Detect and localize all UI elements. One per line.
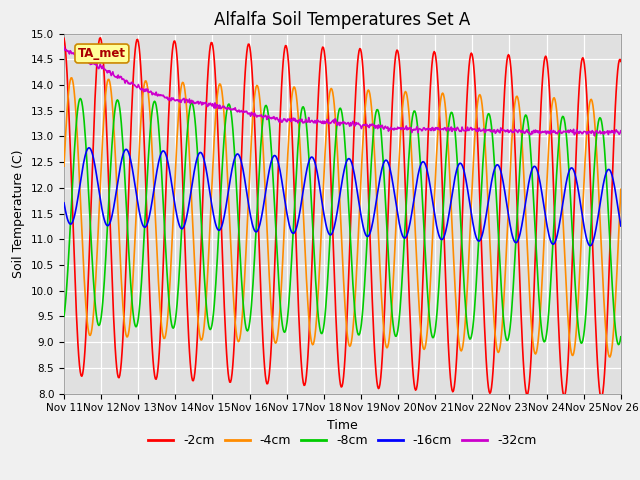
- Y-axis label: Soil Temperature (C): Soil Temperature (C): [12, 149, 26, 278]
- Legend: -2cm, -4cm, -8cm, -16cm, -32cm: -2cm, -4cm, -8cm, -16cm, -32cm: [143, 429, 541, 452]
- Title: Alfalfa Soil Temperatures Set A: Alfalfa Soil Temperatures Set A: [214, 11, 470, 29]
- Text: TA_met: TA_met: [78, 47, 126, 60]
- X-axis label: Time: Time: [327, 419, 358, 432]
